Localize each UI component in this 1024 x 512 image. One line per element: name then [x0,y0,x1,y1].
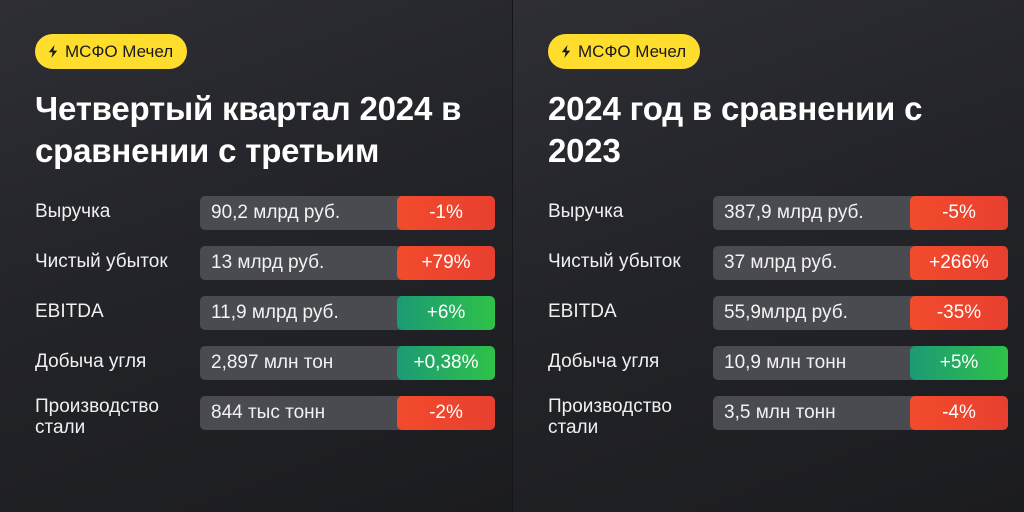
metric-row-net-loss: Чистый убыток 37 млрд руб. +266% [548,246,1008,280]
metric-label: Выручка [35,201,111,222]
metric-label: Чистый убыток [35,251,168,272]
metric-label: Производство стали [35,396,159,438]
badge-label: МСФО Мечел [65,42,174,61]
metric-change: -2% [397,396,495,430]
panel-annual: МСФО Мечел 2024 год в сравнении с 2023 В… [512,0,1024,512]
metric-change: -35% [910,296,1008,330]
metric-row-revenue: Выручка 387,9 млрд руб. -5% [548,196,1008,230]
metric-change: +5% [910,346,1008,380]
metric-change: +6% [397,296,495,330]
metric-row-ebitda: EBITDA 11,9 млрд руб. +6% [35,296,495,330]
metric-label: Выручка [548,201,624,222]
metric-row-coal: Добыча угля 2,897 млн тон +0,38% [35,346,495,380]
panel-quarterly: МСФО Мечел Четвертый квартал 2024 в срав… [0,0,512,512]
metric-change: -4% [910,396,1008,430]
metric-row-revenue: Выручка 90,2 млрд руб. -1% [35,196,495,230]
metric-label: Производство стали [548,396,672,438]
metric-row-net-loss: Чистый убыток 13 млрд руб. +79% [35,246,495,280]
metric-change: +266% [910,246,1008,280]
metric-change: -1% [397,196,495,230]
metric-label: Добыча угля [548,351,660,372]
metric-label: EBITDA [35,301,104,322]
metric-row-steel: Производство стали 844 тыс тонн -2% [35,396,495,438]
badge-label: МСФО Мечел [578,42,687,61]
source-badge: МСФО Мечел [35,34,188,69]
panel-title: 2024 год в сравнении с 2023 [548,90,923,169]
lightning-icon [561,45,571,58]
metric-change: +0,38% [397,346,495,380]
metric-row-ebitda: EBITDA 55,9млрд руб. -35% [548,296,1008,330]
source-badge: МСФО Мечел [548,34,701,69]
metric-label: EBITDA [548,301,617,322]
metric-label: Чистый убыток [548,251,681,272]
metric-label: Добыча угля [35,351,147,372]
metric-row-coal: Добыча угля 10,9 млн тонн +5% [548,346,1008,380]
lightning-icon [48,45,58,58]
panel-title: Четвертый квартал 2024 в сравнении с тре… [35,90,462,169]
metric-change: -5% [910,196,1008,230]
metric-change: +79% [397,246,495,280]
metric-row-steel: Производство стали 3,5 млн тонн -4% [548,396,1008,438]
